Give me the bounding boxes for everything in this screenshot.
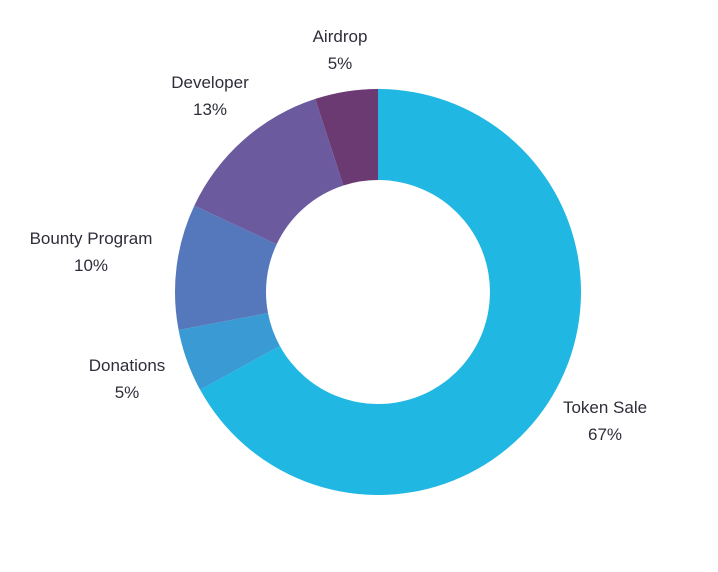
- slice-value-donations: 5%: [115, 383, 140, 402]
- slice-bounty-program: [174, 205, 277, 331]
- slice-airdrop: [315, 89, 378, 186]
- slice-value-token-sale: 67%: [588, 425, 622, 444]
- slice-label-donations: Donations: [89, 356, 166, 375]
- slice-value-airdrop: 5%: [328, 54, 353, 73]
- slice-token-sale: [200, 89, 581, 495]
- slice-value-developer: 13%: [193, 100, 227, 119]
- slice-label-bounty-program: Bounty Program: [30, 229, 153, 248]
- slice-label-token-sale: Token Sale: [563, 398, 647, 417]
- slice-donations: [178, 312, 280, 390]
- slice-label-developer: Developer: [171, 73, 249, 92]
- slice-label-airdrop: Airdrop: [313, 27, 368, 46]
- slice-developer: [194, 98, 344, 245]
- slice-value-bounty-program: 10%: [74, 256, 108, 275]
